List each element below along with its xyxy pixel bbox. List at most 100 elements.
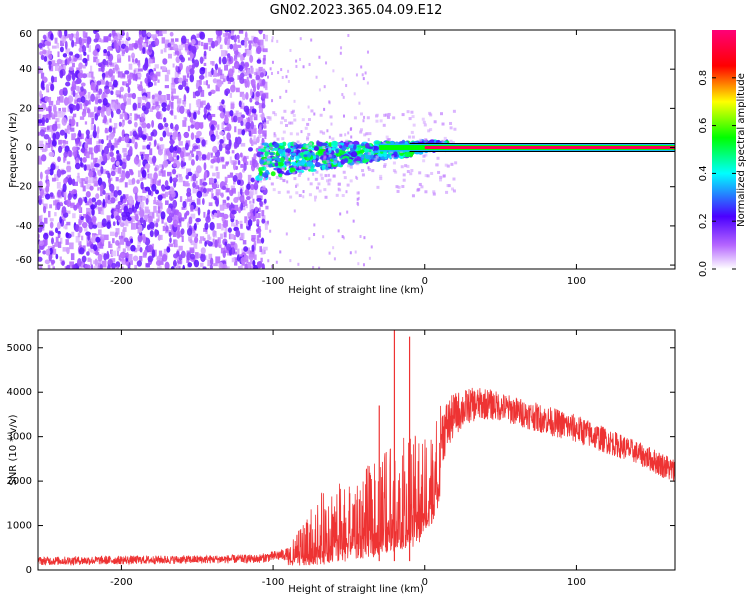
heat-cell — [194, 121, 201, 130]
heat-cell — [142, 145, 146, 150]
heat-cell — [86, 251, 90, 256]
heat-cell — [161, 66, 166, 71]
heat-cell — [392, 161, 396, 165]
heat-cell — [222, 78, 226, 83]
heat-cell — [232, 66, 235, 73]
heat-cell — [239, 76, 245, 85]
heat-cell — [149, 136, 153, 141]
heat-cell — [141, 116, 145, 123]
heat-cell — [385, 113, 389, 117]
heat-cell — [416, 188, 420, 192]
heat-cell — [101, 139, 104, 145]
heat-cell — [242, 240, 247, 245]
heat-cell — [265, 148, 269, 152]
heat-cell — [140, 233, 146, 240]
heat-cell — [224, 180, 227, 185]
heat-cell — [60, 34, 64, 40]
heat-cell — [186, 168, 192, 175]
heat-cell — [115, 204, 121, 210]
heat-cell — [199, 240, 203, 244]
heat-cell — [131, 136, 136, 144]
heat-cell — [160, 95, 165, 100]
heat-cell — [58, 145, 63, 154]
heat-cell — [253, 135, 256, 141]
heat-cell — [132, 130, 137, 137]
heat-cell — [252, 40, 257, 47]
heat-cell — [177, 224, 180, 232]
heat-cell — [236, 196, 241, 200]
heat-cell — [250, 260, 253, 265]
heat-cell — [95, 94, 101, 99]
heat-cell — [121, 205, 125, 210]
heat-cell — [151, 98, 155, 104]
heat-cell — [154, 167, 158, 172]
heat-cell — [397, 185, 401, 189]
heat-cell — [149, 250, 153, 255]
heat-cell — [127, 98, 132, 105]
heat-cell — [49, 125, 54, 132]
heat-cell — [184, 43, 189, 51]
heat-cell — [183, 132, 190, 138]
heat-cell — [279, 142, 284, 146]
heat-cell — [93, 265, 98, 269]
heat-cell — [208, 253, 213, 260]
heat-cell — [213, 155, 217, 163]
heat-cell — [409, 172, 413, 176]
heat-cell — [83, 213, 87, 219]
heat-cell — [293, 149, 297, 153]
heat-cell — [74, 42, 77, 47]
heat-cell — [205, 154, 209, 160]
heat-cell — [76, 176, 80, 182]
heat-cell — [291, 109, 295, 113]
heat-cell — [117, 242, 121, 249]
heat-cell — [323, 188, 327, 192]
heat-cell — [136, 179, 140, 185]
heat-cell — [80, 82, 86, 87]
heat-cell — [199, 31, 206, 40]
heat-cell — [233, 55, 238, 61]
heat-cell — [147, 189, 152, 196]
heat-cell — [60, 169, 67, 175]
heat-cell — [229, 92, 233, 98]
heat-cell — [135, 222, 139, 229]
heat-cell — [91, 208, 95, 216]
heat-cell — [432, 190, 436, 194]
heat-cell — [297, 173, 301, 177]
heat-cell — [375, 155, 379, 159]
heat-cell — [277, 71, 280, 75]
heat-cell — [189, 117, 194, 123]
heat-cell — [410, 110, 414, 114]
heat-cell — [230, 214, 235, 220]
heat-cell — [137, 102, 141, 109]
heat-cell — [452, 189, 456, 193]
heat-cell — [223, 136, 226, 142]
heat-cell — [137, 234, 143, 243]
heat-cell — [265, 86, 268, 91]
heat-cell — [182, 43, 186, 48]
heat-cell — [88, 248, 93, 252]
heat-cell — [118, 255, 121, 261]
heat-cell — [404, 164, 408, 168]
heat-cell — [293, 177, 297, 181]
heat-cell — [411, 115, 415, 119]
heat-cell — [178, 245, 183, 251]
heat-cell — [83, 164, 87, 171]
heat-cell — [189, 247, 195, 254]
heat-cell — [287, 69, 290, 73]
heat-cell — [47, 96, 52, 103]
snr-y-tick-label: 0 — [26, 565, 32, 576]
heat-cell — [210, 165, 214, 169]
heat-cell — [104, 88, 111, 95]
heat-cell — [429, 113, 433, 117]
heat-cell — [359, 128, 363, 132]
heat-cell — [143, 249, 148, 257]
heat-cell — [109, 33, 112, 38]
heat-cell — [261, 142, 269, 146]
heat-cell — [109, 118, 112, 123]
heat-cell — [169, 41, 175, 46]
heat-cell — [246, 259, 249, 264]
heat-cell — [203, 81, 208, 85]
heat-cell — [256, 239, 262, 244]
heat-cell — [158, 170, 162, 176]
heat-cell — [306, 122, 310, 126]
